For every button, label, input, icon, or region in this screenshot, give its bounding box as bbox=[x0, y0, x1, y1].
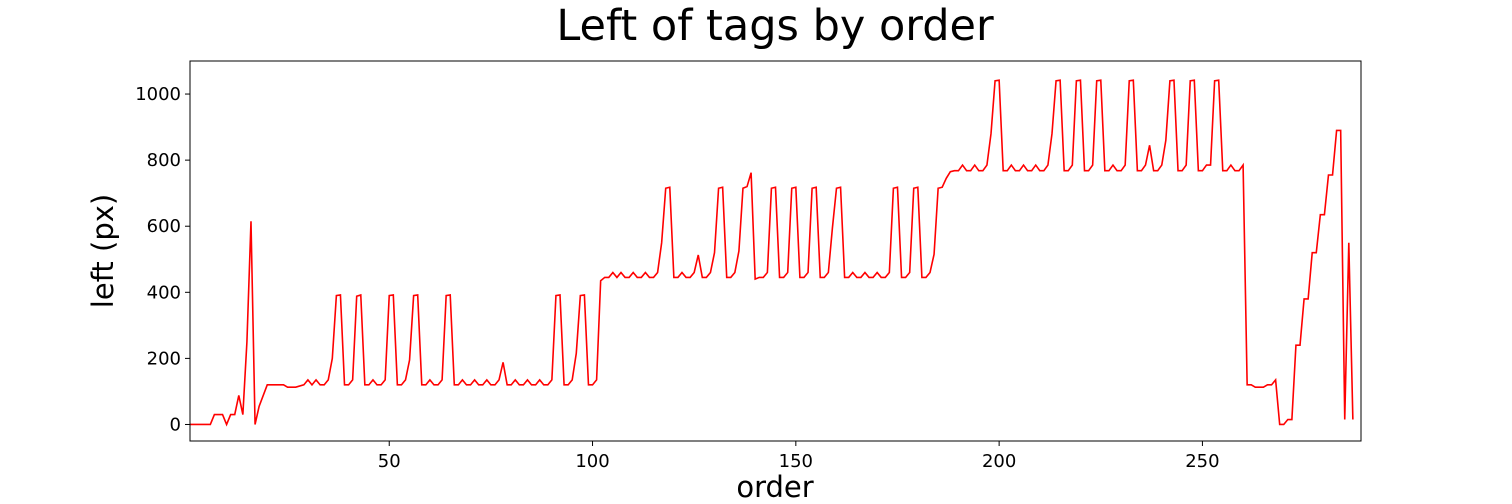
x-tick-label: 50 bbox=[378, 451, 401, 472]
plot-area bbox=[189, 60, 1362, 442]
y-tick-label: 0 bbox=[170, 414, 181, 435]
series-line bbox=[190, 79, 1354, 427]
x-tick-label: 100 bbox=[575, 451, 609, 472]
y-axis: 0 200 400 600 800 1000 bbox=[135, 84, 190, 435]
x-axis: 50 100 150 200 250 bbox=[378, 441, 1220, 472]
plot-frame bbox=[189, 60, 1362, 442]
y-tick-label: 800 bbox=[147, 150, 181, 171]
chart-title: Left of tags by order bbox=[556, 1, 994, 51]
x-axis-label: order bbox=[736, 470, 813, 504]
x-tick-label: 200 bbox=[982, 451, 1016, 472]
y-tick-label: 1000 bbox=[135, 84, 181, 105]
y-tick-label: 200 bbox=[147, 348, 181, 369]
x-tick-label: 250 bbox=[1185, 451, 1219, 472]
y-tick-label: 400 bbox=[147, 282, 181, 303]
x-tick-label: 150 bbox=[779, 451, 813, 472]
y-axis-label: left (px) bbox=[86, 194, 120, 308]
y-tick-label: 600 bbox=[147, 216, 181, 237]
